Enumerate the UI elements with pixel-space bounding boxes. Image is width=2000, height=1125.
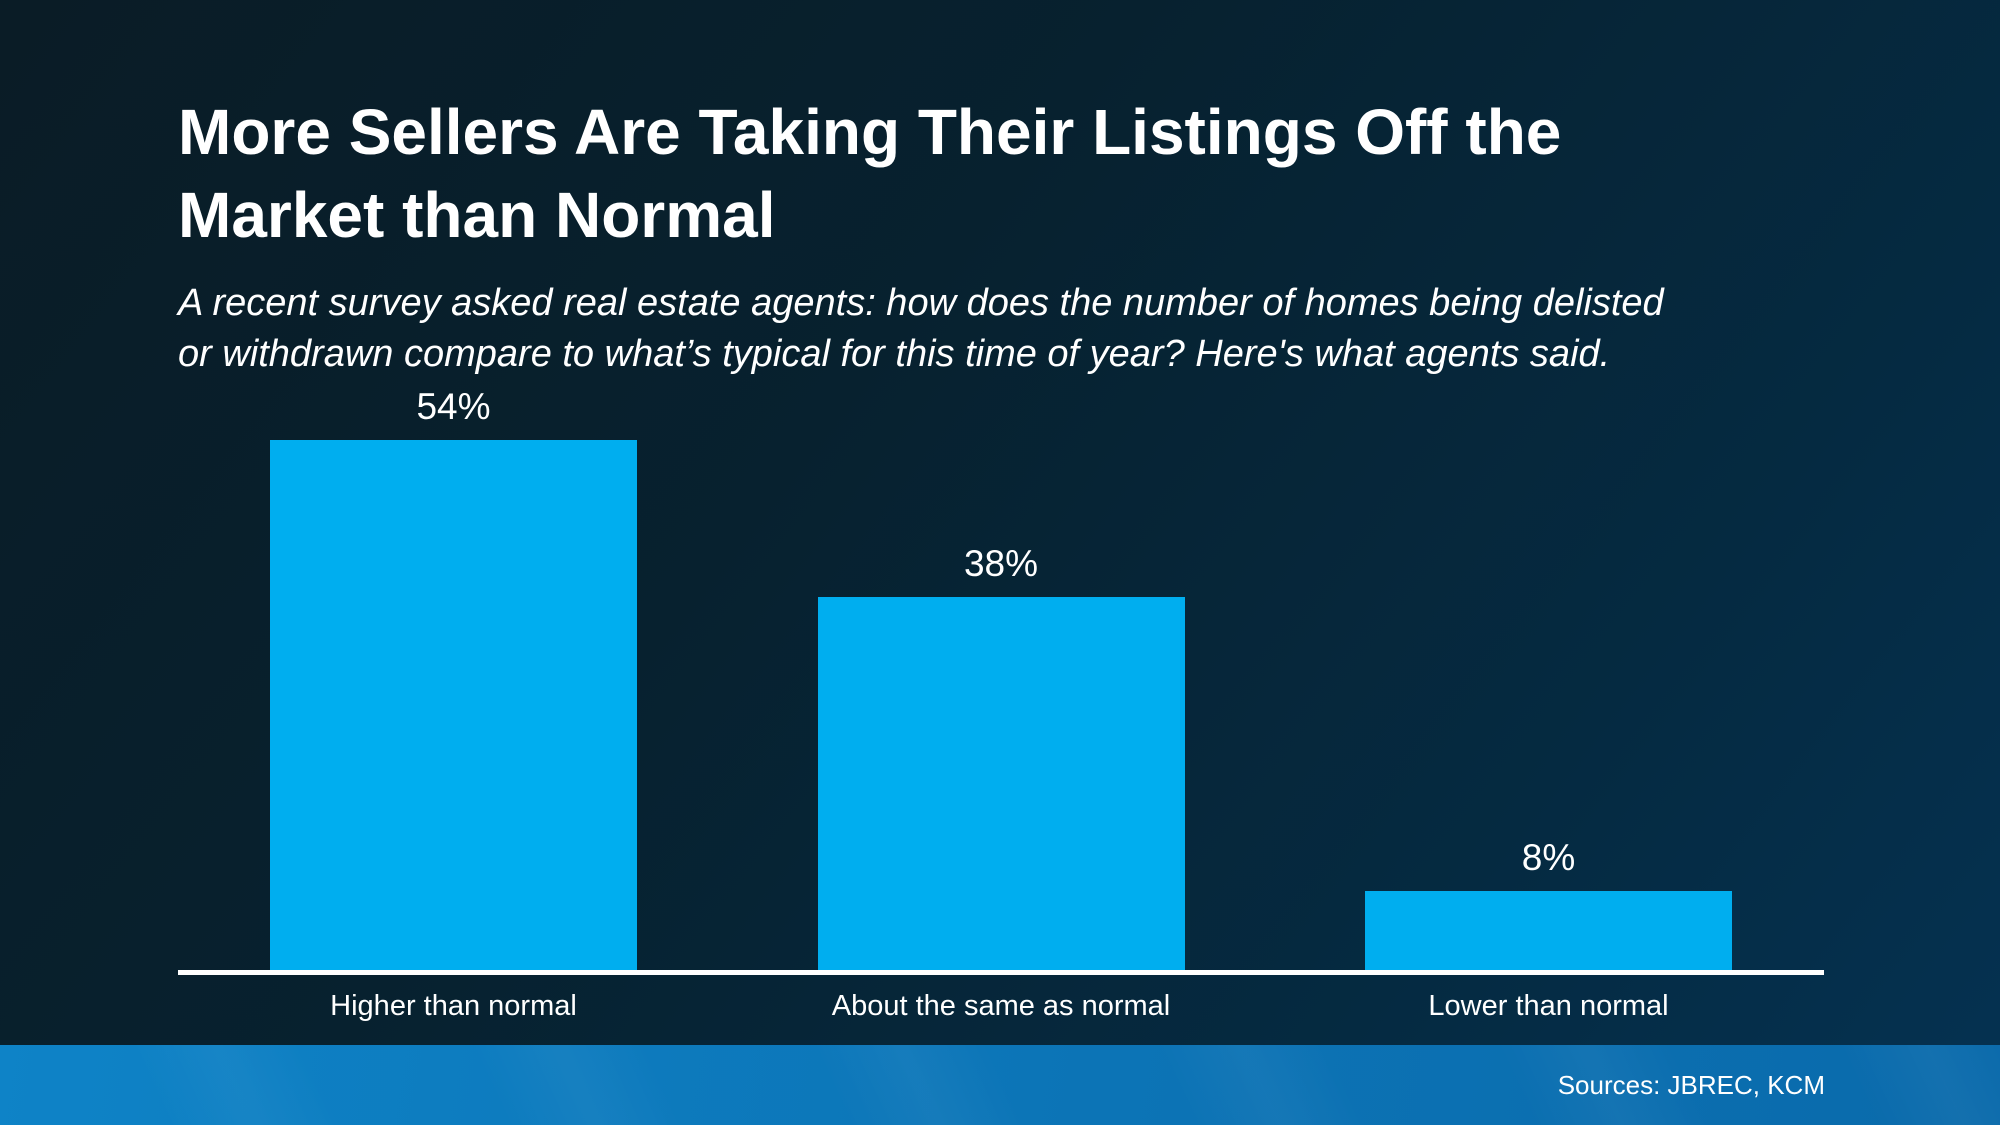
footer-bar: Sources: JBREC, KCM — [0, 1045, 2000, 1125]
category-axis-labels: Higher than normal About the same as norm… — [270, 990, 1732, 1023]
page-title-line2: Market than Normal — [178, 178, 776, 251]
bar-value-label: 38% — [963, 543, 1039, 584]
x-axis-line — [178, 970, 1824, 975]
bar-value-label: 54% — [416, 386, 491, 427]
bar-chart: 54% 38% 8% — [270, 330, 1732, 970]
bar-category-label: About the same as normal — [831, 990, 1171, 1022]
bar-column: 8% — [1365, 837, 1732, 970]
page-title-line1: More Sellers Are Taking Their Listings O… — [178, 95, 1562, 168]
bar — [270, 440, 637, 970]
bar-value-label: 8% — [1521, 837, 1576, 878]
bar-category-label: Higher than normal — [330, 990, 577, 1022]
bar-category-label: Lower than normal — [1428, 990, 1669, 1022]
chart-subtitle: A recent survey asked real estate agents… — [178, 278, 1858, 380]
bar-column: 54% — [270, 386, 637, 970]
bar — [817, 597, 1185, 970]
bar-column: 38% — [817, 543, 1185, 970]
chart-subtitle-line1: A recent survey asked real estate agents… — [178, 282, 1664, 324]
sources-text: Sources: JBREC, KCM — [1557, 1070, 1825, 1100]
chart-subtitle-line2: or withdrawn compare to what’s typical f… — [178, 333, 1611, 375]
bar — [1365, 891, 1732, 970]
page-title: More Sellers Are Taking Their Listings O… — [178, 91, 1778, 257]
